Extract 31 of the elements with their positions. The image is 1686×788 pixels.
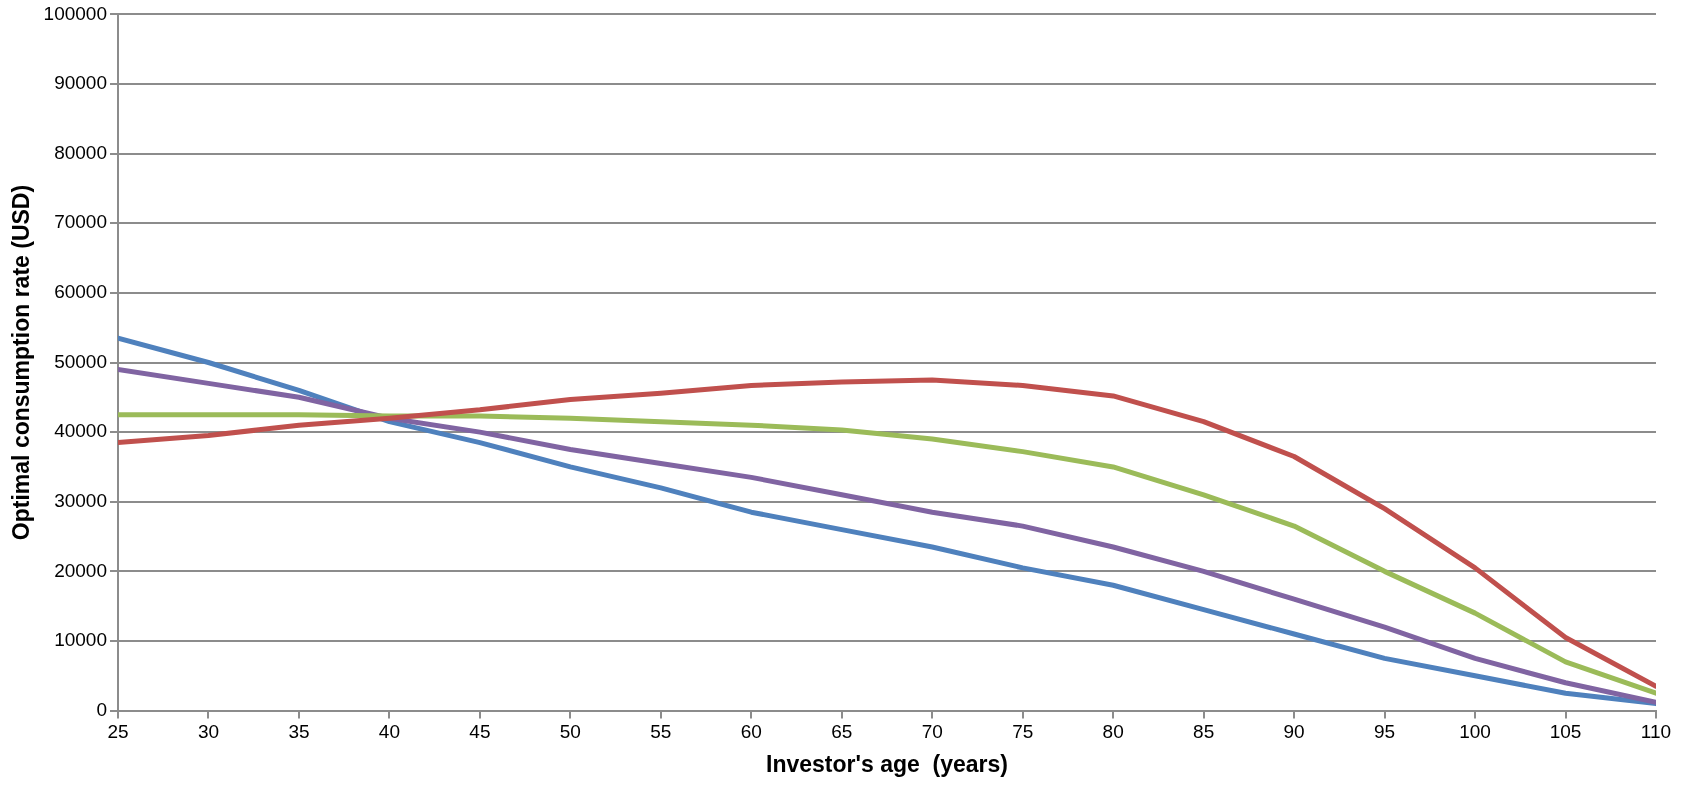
x-tick-label: 95 <box>1374 721 1396 743</box>
x-tick-label: 75 <box>1012 721 1034 743</box>
y-axis-title: Optimal consumption rate (USD) <box>8 184 35 541</box>
y-tick-label: 10000 <box>54 629 107 651</box>
y-tick-label: 60000 <box>54 281 107 303</box>
x-tick-label: 110 <box>1640 721 1672 743</box>
x-tick-label: 70 <box>921 721 943 743</box>
y-tick-label: 30000 <box>54 489 107 511</box>
y-tick-label: 20000 <box>54 559 107 581</box>
y-tick-label: 80000 <box>54 141 107 163</box>
y-tick-label: 90000 <box>54 72 107 94</box>
x-tick-label: 35 <box>288 721 310 743</box>
x-tick-label: 45 <box>469 721 491 743</box>
x-tick-label: 30 <box>197 721 220 743</box>
x-tick-label: 85 <box>1193 721 1215 743</box>
x-tick-label: 25 <box>107 721 129 743</box>
x-tick-label: 80 <box>1102 721 1124 743</box>
y-tick-label: 40000 <box>54 420 107 442</box>
x-tick-label: 50 <box>559 721 581 743</box>
x-tick-label: 100 <box>1459 721 1491 743</box>
x-tick-label: 65 <box>831 721 853 743</box>
x-axis-title: Investor's age (years) <box>766 750 1008 777</box>
x-tick-label: 40 <box>378 721 400 743</box>
y-tick-label: 0 <box>96 698 107 720</box>
x-tick-label: 55 <box>650 721 672 743</box>
x-tick-label: 90 <box>1283 721 1305 743</box>
y-tick-label: 70000 <box>54 211 107 233</box>
x-tick-label: 105 <box>1549 721 1582 743</box>
y-tick-label: 100000 <box>43 2 107 24</box>
y-tick-label: 50000 <box>54 350 107 372</box>
x-tick-label: 60 <box>740 721 762 743</box>
